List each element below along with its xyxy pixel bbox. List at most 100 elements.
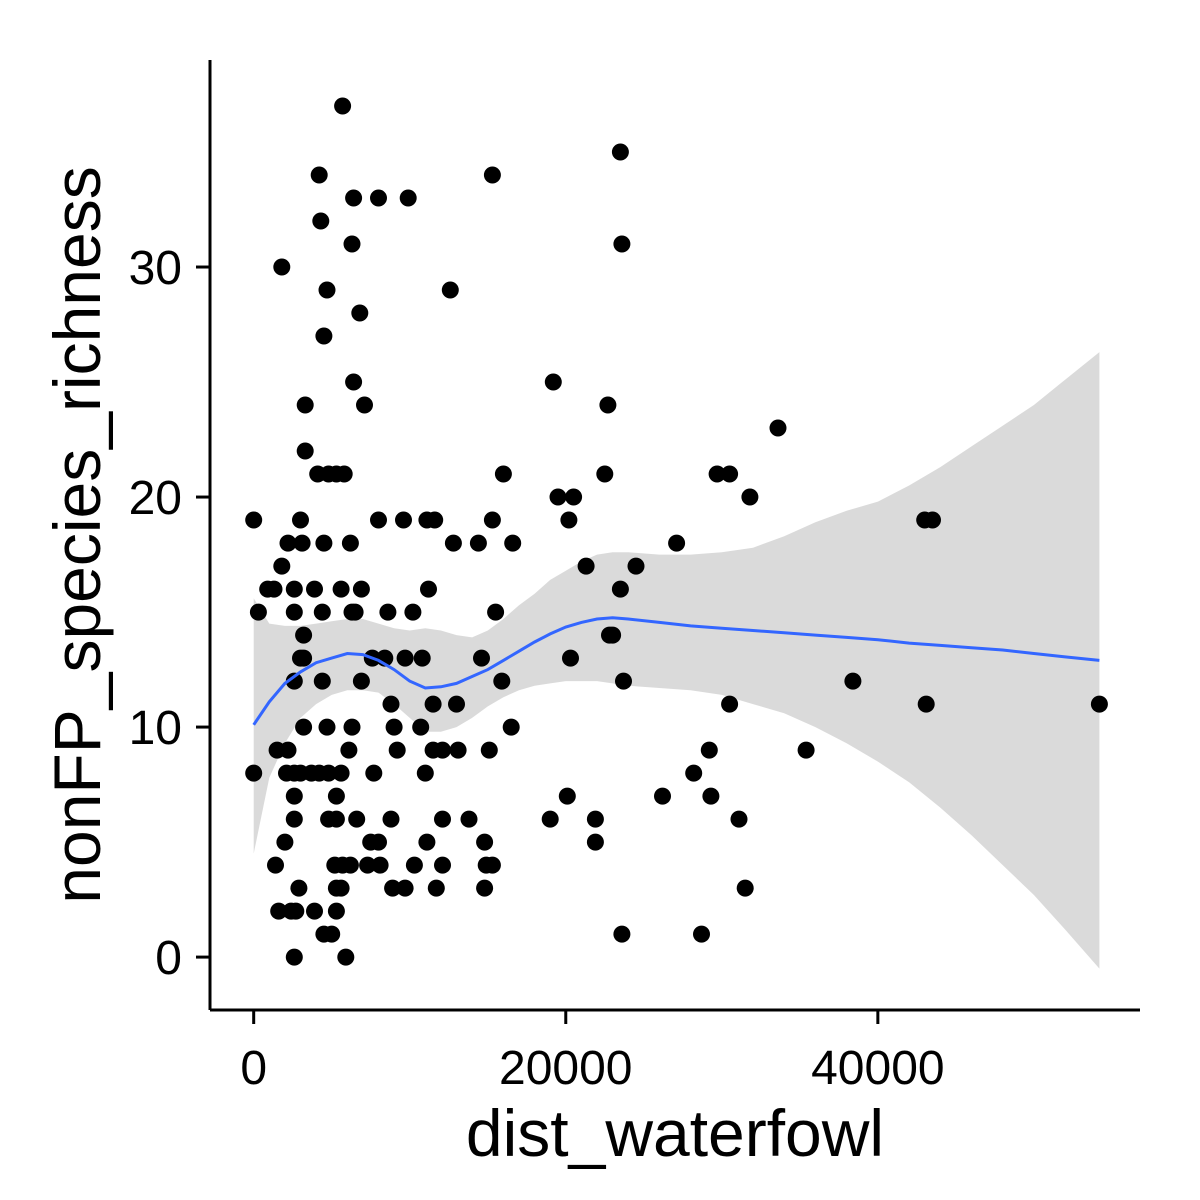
data-point [476,879,494,897]
data-point [323,925,341,943]
data-point [371,856,389,874]
data-point [685,764,703,782]
data-point [370,511,387,529]
data-point [356,396,373,414]
data-point [504,534,522,552]
data-point [721,465,739,483]
y-tick-label: 20 [129,472,182,525]
data-point [306,902,323,920]
y-axis-title: nonFP_species_richness [40,166,114,903]
data-point [352,580,370,598]
data-point [382,695,400,713]
data-point [483,511,501,529]
data-point [245,511,263,529]
data-point [418,833,436,851]
data-point [343,718,361,736]
data-point [562,649,579,667]
data-point [295,718,313,736]
x-axis-title: dist_waterfowl [466,1096,884,1170]
data-point [611,580,629,598]
data-point [449,741,467,759]
data-point [318,718,336,736]
confidence-band-layer [253,352,1100,969]
data-point [396,879,414,897]
data-point [721,695,739,713]
data-point [604,626,622,644]
data-point [434,741,451,759]
data-point [313,603,331,621]
y-axis-ticks: 0 10 20 30 [129,242,210,985]
data-point [702,787,720,805]
data-point [487,603,505,621]
data-point [293,534,311,552]
data-point [359,856,377,874]
data-point [615,672,632,690]
data-point [412,718,430,736]
data-point [332,879,350,897]
data-point [596,465,614,483]
data-point [310,166,328,184]
y-tick-label: 0 [155,932,182,985]
data-point [448,695,465,713]
data-point [668,534,686,552]
data-point [285,948,303,966]
data-point [352,672,370,690]
data-point [476,833,494,851]
data-point [341,534,359,552]
data-point [797,741,815,759]
data-point [924,511,941,529]
data-point [365,764,383,782]
data-point [469,534,487,552]
data-point [296,396,314,414]
data-point [267,856,284,874]
data-point [627,557,645,575]
x-axis-ticks: 0 20000 40000 [240,1010,945,1095]
data-point [290,879,308,897]
data-point [480,741,498,759]
data-point [565,488,583,506]
data-point [460,810,478,828]
data-point [427,879,445,897]
data-point [434,810,451,828]
data-point [249,603,267,621]
data-point [693,925,710,943]
data-point [700,741,718,759]
x-tick-label: 20000 [499,1042,632,1095]
data-point [276,833,294,851]
data-point [586,810,604,828]
data-point [265,580,283,598]
data-point [292,511,309,529]
y-tick-label: 10 [129,702,182,755]
data-point [385,718,403,736]
data-point [708,465,726,483]
data-point [245,764,263,782]
data-point [502,718,520,736]
data-point [320,764,338,782]
data-point [424,695,442,713]
data-point [318,281,336,299]
data-point [741,488,759,506]
data-point [549,488,567,506]
data-point [334,97,352,115]
data-point [493,672,511,690]
data-point [494,465,512,483]
data-point [404,603,422,621]
data-point [736,879,754,897]
data-point [611,143,629,161]
data-point [285,787,303,805]
data-point [279,741,297,759]
data-point [270,902,288,920]
data-point [558,787,576,805]
confidence-band [253,352,1100,969]
data-point [279,534,297,552]
data-point [370,189,387,207]
data-point [405,856,423,874]
data-point [343,235,361,253]
y-tick-label: 30 [129,242,182,295]
data-point [313,672,331,690]
data-point [332,580,350,598]
data-point [285,672,303,690]
smooth-line [252,616,1100,726]
data-point [586,833,604,851]
